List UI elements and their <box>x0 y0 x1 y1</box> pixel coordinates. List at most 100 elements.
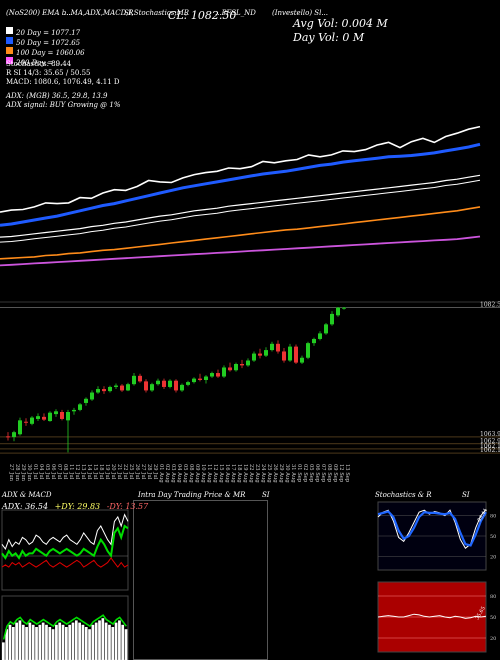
stochastics-series-1 <box>377 510 487 547</box>
candle-body <box>228 367 232 371</box>
macd-histogram-bar <box>58 622 62 660</box>
date-tick-label: 05 Sep <box>308 464 314 483</box>
header-title-4: ...PFSL_ND <box>215 9 256 17</box>
date-tick-label: 30 Jun <box>26 464 32 482</box>
candle-body <box>66 412 70 421</box>
candle-body <box>102 389 106 392</box>
date-tick-label: 29 Jul <box>152 464 158 480</box>
macd-histogram-bar <box>88 629 91 660</box>
macd-histogram-bar <box>25 627 28 660</box>
date-tick-label: 15 Aug <box>218 464 224 483</box>
macd-histogram-bar <box>108 624 111 660</box>
date-tick-label: 11 Jul <box>68 464 74 480</box>
adx-signal-readout: ADX signal: BUY Growing @ 1% <box>6 101 121 109</box>
date-tick-label: 18 Aug <box>236 464 242 483</box>
rsi-annotation: 35.65 <box>475 606 487 621</box>
candle-body <box>18 420 22 435</box>
date-tick-label: 08 Sep <box>326 464 332 483</box>
date-tick-label: 26 Aug <box>272 464 278 483</box>
candle-body <box>204 376 208 380</box>
date-tick-label: 13 Sep <box>344 464 350 483</box>
date-tick-label: 08 Jul <box>62 464 68 480</box>
stochastics-tick: 50 <box>490 534 496 540</box>
intra-day-panel <box>133 500 268 660</box>
legend-ema100-text: 100 Day = 1060.06 <box>16 49 85 57</box>
adx-readout-bar: ADX: 36.54 +DY: 29.83 -DY: 13.57 <box>2 502 148 511</box>
date-tick-label: 10 Aug <box>200 464 206 483</box>
adx-series-0 <box>1 513 129 550</box>
legend-ema200: 200 Day = ... <box>6 50 62 69</box>
legend-swatch-blue <box>6 37 13 44</box>
candle-body <box>6 436 10 438</box>
macd-histogram-bar <box>21 624 25 660</box>
macd-histogram-bar <box>31 624 35 660</box>
legend-swatch-magenta <box>6 57 13 64</box>
candle-body <box>96 389 100 393</box>
candle-body <box>84 398 88 403</box>
date-tick-label: 26 Jul <box>134 464 140 480</box>
candle-body <box>306 343 310 358</box>
macd-histogram-bar <box>15 622 18 660</box>
date-tick-label: 15 Jul <box>92 464 98 480</box>
candle-body <box>222 367 226 377</box>
header-title-2: ...MA,ADX,MACD,R <box>64 9 134 17</box>
legend-ema200-text: 200 Day = ... <box>16 59 63 67</box>
candle-body <box>324 324 328 334</box>
date-tick-label: 18 Jul <box>98 464 104 480</box>
date-tick-label: 12 Jul <box>74 464 80 480</box>
date-tick-label: 06 Sep <box>314 464 320 483</box>
date-tick-label: 05 Aug <box>182 464 188 483</box>
date-tick-label: 02 Sep <box>302 464 308 483</box>
macd-line <box>2 614 127 640</box>
macd-histogram-bar <box>121 624 125 660</box>
macd-histogram-bar <box>111 627 115 660</box>
candle-body <box>210 373 214 377</box>
date-tick-label: 14 Jul <box>86 464 92 480</box>
date-tick-label: 31 Aug <box>290 464 296 483</box>
date-tick-label: 21 Jul <box>116 464 122 480</box>
candle-body <box>42 416 46 420</box>
rsi-tick: 50 <box>490 615 496 621</box>
date-tick-label: 09 Sep <box>332 464 338 483</box>
candle-body <box>312 338 316 344</box>
date-tick-label: 23 Aug <box>254 464 260 483</box>
candle-body <box>234 364 238 371</box>
stochastics-annotation: 89.44 <box>477 508 489 523</box>
stochastics-si-label: SI <box>462 491 470 499</box>
rsi-frame <box>377 581 487 653</box>
candle-body <box>126 384 130 391</box>
date-tick-label: 04 Aug <box>176 464 182 483</box>
price-level-label: 1062.19 <box>480 447 500 454</box>
close-price-label: CL: 1082.50 <box>168 9 237 22</box>
candle-body <box>144 381 148 391</box>
macd-histogram-bar <box>45 624 48 660</box>
date-tick-label: 27 Jun <box>8 464 14 482</box>
minus-dy-value: -DY: 13.57 <box>106 502 149 511</box>
candle-body <box>132 375 136 385</box>
legend-ema50: 50 Day = 1072.65 <box>6 30 80 49</box>
candle-body <box>264 350 268 356</box>
date-tick-label: 19 Jul <box>104 464 110 480</box>
candle-body <box>78 404 82 410</box>
ema-line-3 <box>0 206 481 260</box>
stochastics-readout: Stochastics: 89.44 <box>6 60 72 68</box>
macd-histogram-bar <box>91 624 95 660</box>
candle-body <box>192 378 196 383</box>
date-tick-label: 24 Aug <box>260 464 266 483</box>
macd-histogram-bar <box>11 627 15 660</box>
date-tick-label: 13 Jul <box>80 464 86 480</box>
date-tick-label: 30 Aug <box>284 464 290 483</box>
candle-body <box>108 386 112 392</box>
ema-line-0 <box>0 125 481 213</box>
date-tick-label: 02 Aug <box>164 464 170 483</box>
header-title-3: SI,Stochastics,MR <box>124 9 190 17</box>
header-title-1: (NoS200) EMA b... <box>6 9 73 17</box>
candle-body <box>162 380 166 387</box>
date-tick-label: 01 Jul <box>32 464 38 480</box>
macd-histogram-bar <box>28 622 32 660</box>
rsi-tick: 80 <box>490 594 496 600</box>
macd-histogram-bar <box>101 618 105 660</box>
date-tick-label: 22 Aug <box>248 464 254 483</box>
candle-body <box>180 384 184 391</box>
candle-body <box>330 313 334 325</box>
